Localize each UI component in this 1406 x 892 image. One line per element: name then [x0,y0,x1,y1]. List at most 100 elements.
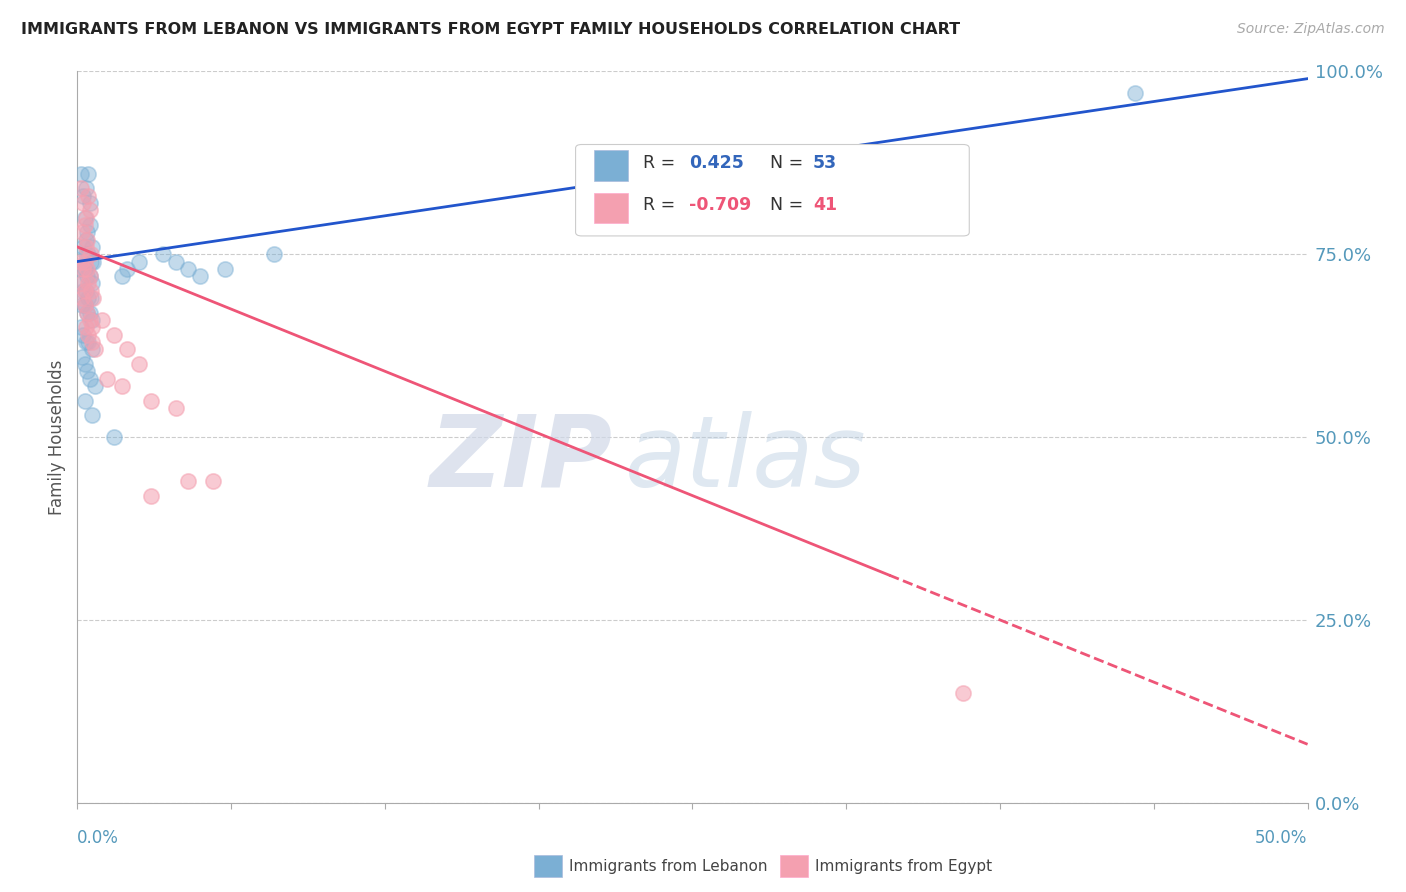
Point [70,350,93,364]
Point [73,357,96,371]
Text: atlas: atlas [624,410,866,508]
Point [75,334,97,349]
Point [177,474,200,488]
Point [70,225,93,239]
Point [165,401,187,415]
Point [190,269,212,284]
Point [82,240,104,254]
FancyBboxPatch shape [595,193,628,224]
Point [73,284,96,298]
Point [141,393,163,408]
Point [77,167,100,181]
Point [77,277,100,291]
Point [76,261,98,276]
Point [90,313,114,327]
Point [75,181,97,195]
Point [73,298,96,312]
Point [70,277,93,291]
Point [72,261,94,276]
Point [72,240,94,254]
Point [77,247,100,261]
Point [79,218,101,232]
Point [76,306,98,320]
Point [76,225,98,239]
Point [82,343,104,357]
Text: N =: N = [770,153,808,172]
Point [73,254,96,268]
Point [177,261,200,276]
Point [952,686,974,700]
Point [214,261,236,276]
Point [73,261,96,276]
Point [75,233,97,247]
Point [82,334,104,349]
Point [70,254,93,268]
Point [115,343,138,357]
Point [70,181,93,195]
Point [75,320,97,334]
Point [77,188,100,202]
Point [103,327,125,342]
Point [75,240,97,254]
Point [80,247,103,261]
Point [72,284,94,298]
Point [152,247,174,261]
Text: Immigrants from Lebanon: Immigrants from Lebanon [569,859,768,873]
Point [76,233,98,247]
Text: Source: ZipAtlas.com: Source: ZipAtlas.com [1237,22,1385,37]
Point [1125,87,1147,101]
Text: ZIP: ZIP [429,410,613,508]
Text: Immigrants from Egypt: Immigrants from Egypt [815,859,993,873]
Point [70,277,93,291]
Point [77,291,100,305]
Point [79,269,101,284]
Point [73,393,96,408]
Point [73,298,96,312]
Point [83,343,105,357]
Point [82,291,104,305]
Y-axis label: Family Households: Family Households [48,359,66,515]
Point [76,306,98,320]
Point [165,254,187,268]
Point [83,379,105,393]
Point [82,277,104,291]
FancyBboxPatch shape [595,151,628,181]
Point [70,167,93,181]
Point [76,364,98,378]
Text: 50.0%: 50.0% [1256,829,1308,847]
Point [75,247,97,261]
Point [73,211,96,225]
Point [75,211,97,225]
Point [79,203,101,218]
Point [70,298,93,312]
Text: R =: R = [644,196,681,214]
Point [72,327,94,342]
Point [128,254,150,268]
Text: IMMIGRANTS FROM LEBANON VS IMMIGRANTS FROM EGYPT FAMILY HOUSEHOLDS CORRELATION C: IMMIGRANTS FROM LEBANON VS IMMIGRANTS FR… [21,22,960,37]
Point [82,320,104,334]
Point [115,261,138,276]
Text: 53: 53 [813,153,837,172]
Point [201,474,224,488]
Text: 0.425: 0.425 [689,153,744,172]
Point [128,357,150,371]
Point [76,269,98,284]
Text: N =: N = [770,196,808,214]
Point [72,196,94,211]
Point [73,218,96,232]
Point [70,291,93,305]
Point [79,196,101,211]
Point [77,334,100,349]
Point [79,313,101,327]
Point [111,269,134,284]
Point [103,430,125,444]
Point [79,371,101,385]
Point [79,269,101,284]
Text: -0.709: -0.709 [689,196,751,214]
Point [82,313,104,327]
Point [111,379,134,393]
Point [79,306,101,320]
Point [70,320,93,334]
Point [80,291,103,305]
Point [72,188,94,202]
